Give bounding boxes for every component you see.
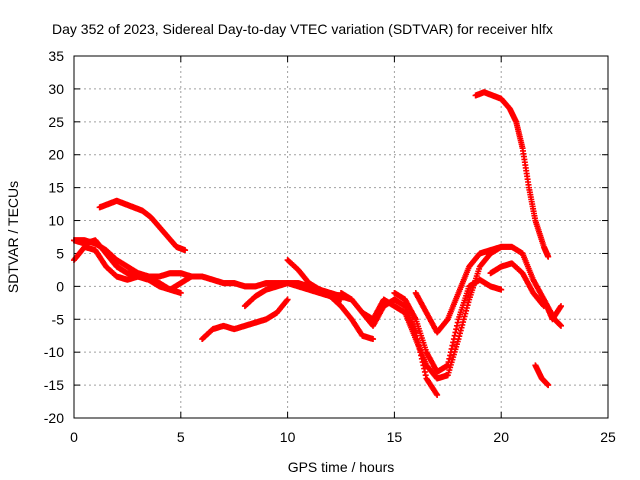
y-tick-label: -15 <box>44 377 64 393</box>
data-point <box>545 253 552 260</box>
data-point <box>558 322 565 329</box>
y-tick-label: -5 <box>52 311 65 327</box>
x-tick-label: 25 <box>600 429 616 445</box>
grid-lines <box>73 55 609 419</box>
data-point <box>177 289 184 296</box>
y-tick-label: -10 <box>44 344 64 360</box>
y-tick-label: 35 <box>48 48 64 64</box>
y-tick-label: 20 <box>48 147 64 163</box>
data-point <box>434 391 441 398</box>
data-point <box>199 273 206 280</box>
series-sat-o <box>540 296 565 323</box>
x-tick-label: 20 <box>493 429 509 445</box>
y-tick-label: -20 <box>44 410 64 426</box>
series-sat-m <box>487 260 547 310</box>
y-axis-label: SDTVAR / TECUs <box>5 181 21 293</box>
series-sat-k <box>412 243 565 336</box>
series-sat-h <box>338 289 441 398</box>
x-tick-labels: 0 5 10 15 20 25 <box>70 429 616 445</box>
series-sat-d <box>96 197 189 254</box>
series-sat-c <box>71 243 206 293</box>
series-sat-l <box>472 89 552 260</box>
data-point <box>370 336 377 343</box>
data-point <box>545 382 552 389</box>
y-tick-label: 10 <box>48 213 64 229</box>
series-sat-e <box>199 296 291 343</box>
series-sat-n <box>532 362 552 389</box>
y-tick-label: 25 <box>48 114 64 130</box>
series-sat-j <box>391 276 505 375</box>
data-point <box>498 286 505 293</box>
series-sat-g <box>284 257 377 343</box>
x-tick-label: 5 <box>177 429 185 445</box>
x-tick-label: 15 <box>387 429 403 445</box>
x-tick-label: 0 <box>70 429 78 445</box>
y-tick-labels: -20 -15 -10 -5 0 5 10 15 20 25 30 35 <box>44 48 64 426</box>
x-axis-label: GPS time / hours <box>288 459 395 475</box>
data-point <box>558 303 565 310</box>
x-tick-label: 10 <box>280 429 296 445</box>
data-point <box>182 247 189 254</box>
y-tick-label: 5 <box>56 245 64 261</box>
data-points <box>71 89 565 398</box>
y-tick-label: 30 <box>48 81 64 97</box>
y-tick-label: 15 <box>48 180 64 196</box>
data-point <box>284 296 291 303</box>
plot-frame <box>73 55 609 419</box>
chart-title: Day 352 of 2023, Sidereal Day-to-day VTE… <box>52 21 553 37</box>
y-tick-label: 0 <box>56 278 64 294</box>
